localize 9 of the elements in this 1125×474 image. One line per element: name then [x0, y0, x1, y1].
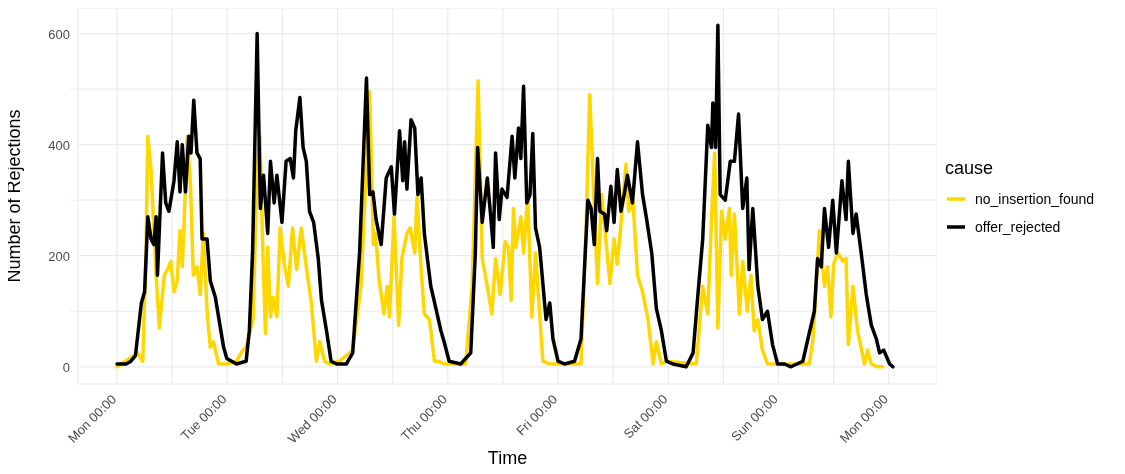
y-tick-label: 200 [48, 248, 70, 264]
x-axis-title: Time [487, 448, 528, 468]
y-tick-label: 0 [62, 359, 70, 375]
legend-label: no_insertion_found [975, 191, 1095, 207]
y-axis-title: Number of Rejections [4, 109, 25, 283]
y-tick-label: 400 [48, 137, 70, 153]
legend-label: offer_rejected [975, 219, 1061, 235]
y-tick-label: 600 [48, 26, 70, 42]
legend-title: cause [945, 158, 995, 179]
